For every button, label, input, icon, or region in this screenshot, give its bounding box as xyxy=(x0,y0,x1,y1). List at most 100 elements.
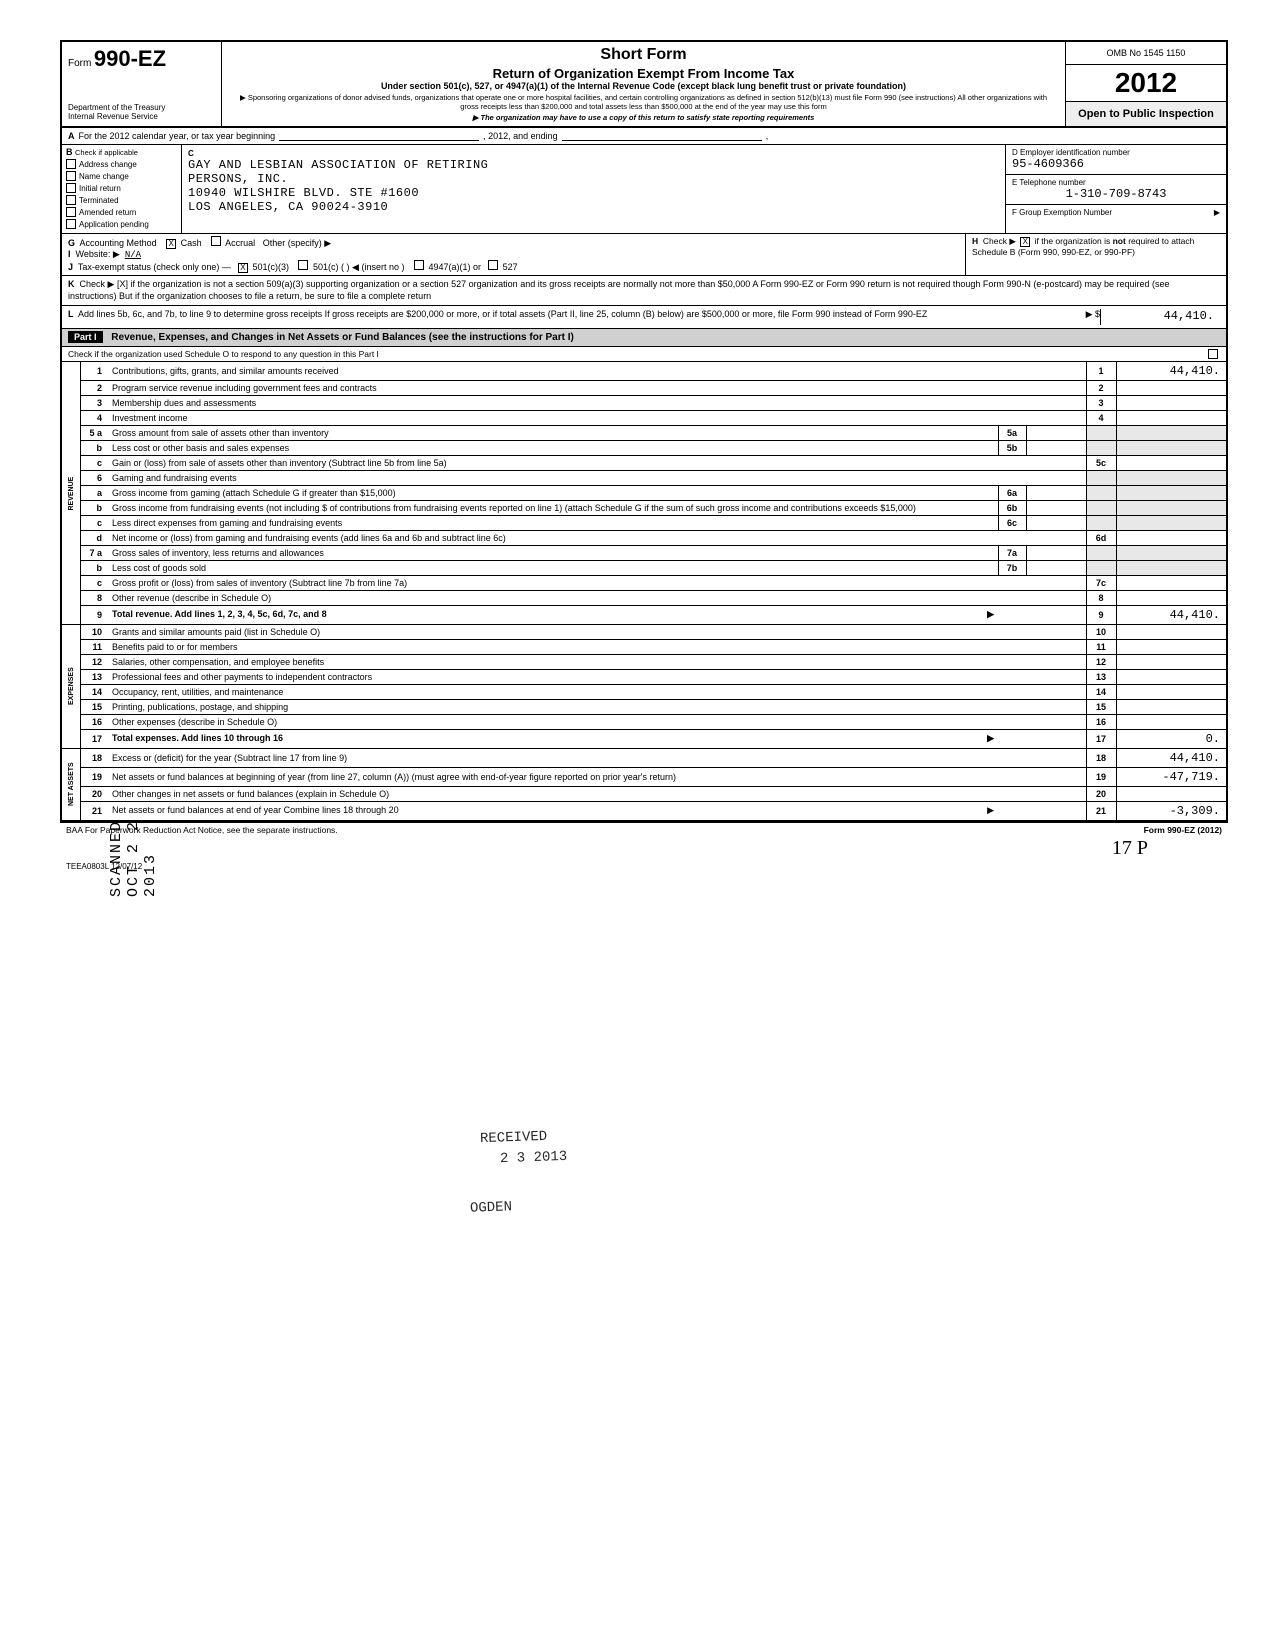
org-addr-1: 10940 WILSHIRE BLVD. STE #1600 xyxy=(188,186,999,200)
line-amount[interactable] xyxy=(1116,669,1226,684)
line-amount[interactable] xyxy=(1116,380,1226,395)
line-amount[interactable] xyxy=(1116,684,1226,699)
line-number: 4 xyxy=(80,410,108,425)
check-4947[interactable] xyxy=(414,260,424,270)
line-number: 17 xyxy=(80,729,108,748)
line-number: 16 xyxy=(80,714,108,729)
tax-year-end-field[interactable] xyxy=(562,131,762,141)
check-cash[interactable]: X xyxy=(166,239,176,249)
part-1-sub-text: Check if the organization used Schedule … xyxy=(68,349,379,359)
line-number: c xyxy=(80,515,108,530)
line-amount[interactable] xyxy=(1116,395,1226,410)
check-schedule-o[interactable] xyxy=(1208,349,1218,359)
line-number: 6 xyxy=(80,470,108,485)
label-d: D Employer identification number xyxy=(1012,148,1220,157)
label-e: E Telephone number xyxy=(1012,178,1220,187)
line-amount[interactable] xyxy=(1116,485,1226,500)
line-desc: Less cost of goods sold xyxy=(108,560,998,575)
line-amount[interactable] xyxy=(1116,654,1226,669)
tax-year: 2012 xyxy=(1066,65,1226,102)
j-text: Tax-exempt status (check only one) — xyxy=(78,262,231,272)
line-amount[interactable] xyxy=(1116,455,1226,470)
line-amount[interactable] xyxy=(1116,470,1226,485)
line-amount[interactable] xyxy=(1116,575,1226,590)
line-number: a xyxy=(80,485,108,500)
mid-amount[interactable] xyxy=(1026,440,1086,455)
check-application-pending[interactable] xyxy=(66,219,76,229)
line-amount[interactable] xyxy=(1116,560,1226,575)
mid-amount[interactable] xyxy=(1026,500,1086,515)
label-k: K xyxy=(68,279,75,289)
line-amount[interactable] xyxy=(1116,545,1226,560)
phone-value: 1-310-709-8743 xyxy=(1012,187,1220,201)
f-arrow: ▶ xyxy=(1214,208,1220,217)
line-amount[interactable] xyxy=(1116,590,1226,605)
check-h[interactable]: X xyxy=(1020,237,1030,247)
line-amount[interactable]: -3,309. xyxy=(1116,801,1226,820)
check-accrual[interactable] xyxy=(211,236,221,246)
line-number: 12 xyxy=(80,654,108,669)
right-line-number: 18 xyxy=(1086,748,1116,767)
line-desc: Total revenue. Add lines 1, 2, 3, 4, 5c,… xyxy=(108,605,998,624)
check-terminated[interactable] xyxy=(66,195,76,205)
mid-line-number: 5b xyxy=(998,440,1026,455)
check-address-change[interactable] xyxy=(66,159,76,169)
line-amount[interactable]: -47,719. xyxy=(1116,767,1226,786)
line-amount[interactable] xyxy=(1116,500,1226,515)
line-amount[interactable] xyxy=(1116,624,1226,639)
line-amount[interactable] xyxy=(1116,440,1226,455)
check-if-applicable: Check if applicable xyxy=(75,148,138,157)
line-amount[interactable]: 0. xyxy=(1116,729,1226,748)
line-number: 13 xyxy=(80,669,108,684)
lbl-name-change: Name change xyxy=(79,172,129,181)
line-number: b xyxy=(80,500,108,515)
line-amount[interactable] xyxy=(1116,786,1226,801)
check-501c3[interactable]: X xyxy=(238,263,248,273)
header-left: Form 990-EZ Department of the Treasury I… xyxy=(62,42,222,126)
l-arrow: ▶ $ xyxy=(1086,309,1100,321)
line-amount[interactable] xyxy=(1116,639,1226,654)
check-501c[interactable] xyxy=(298,260,308,270)
check-amended-return[interactable] xyxy=(66,207,76,217)
right-line-number xyxy=(1086,425,1116,440)
mid-amount[interactable] xyxy=(1026,425,1086,440)
line-desc: Salaries, other compensation, and employ… xyxy=(108,654,998,669)
line-number: 11 xyxy=(80,639,108,654)
mid-amount[interactable] xyxy=(1026,485,1086,500)
line-amount[interactable]: 44,410. xyxy=(1116,362,1226,381)
line-desc: Gross amount from sale of assets other t… xyxy=(108,425,998,440)
line-amount[interactable] xyxy=(1116,714,1226,729)
line-amount[interactable] xyxy=(1116,410,1226,425)
right-line-number: 4 xyxy=(1086,410,1116,425)
mid-amount[interactable] xyxy=(1026,515,1086,530)
lines-table: REVENUE1Contributions, gifts, grants, an… xyxy=(62,362,1226,821)
right-line-number xyxy=(1086,470,1116,485)
h-text1: Check ▶ xyxy=(983,236,1016,246)
mid-amount[interactable] xyxy=(1026,560,1086,575)
received-stamp-2: 2 3 2013 xyxy=(500,1149,568,1167)
line-amount[interactable]: 44,410. xyxy=(1116,748,1226,767)
line-amount[interactable] xyxy=(1116,530,1226,545)
lbl-insert: ) ◀ (insert no ) xyxy=(347,262,405,272)
line-number: 18 xyxy=(80,748,108,767)
line-number: 15 xyxy=(80,699,108,714)
line-number: c xyxy=(80,575,108,590)
line-amount[interactable]: 44,410. xyxy=(1116,605,1226,624)
lbl-terminated: Terminated xyxy=(79,196,119,205)
org-name-1: GAY AND LESBIAN ASSOCIATION OF RETIRING xyxy=(188,158,999,172)
footer-code: TEEA0803L 12/07/12 xyxy=(60,860,1228,873)
check-527[interactable] xyxy=(488,260,498,270)
line-amount[interactable] xyxy=(1116,699,1226,714)
line-desc: Net income or (loss) from gaming and fun… xyxy=(108,530,998,545)
right-line-number: 12 xyxy=(1086,654,1116,669)
line-desc: Program service revenue including govern… xyxy=(108,380,998,395)
line-amount[interactable] xyxy=(1116,425,1226,440)
line-amount[interactable] xyxy=(1116,515,1226,530)
line-number: 7 a xyxy=(80,545,108,560)
check-initial-return[interactable] xyxy=(66,183,76,193)
tax-year-begin-field[interactable] xyxy=(279,131,479,141)
check-name-change[interactable] xyxy=(66,171,76,181)
label-b: B xyxy=(66,147,73,157)
part-1-sub: Check if the organization used Schedule … xyxy=(62,347,1226,362)
mid-amount[interactable] xyxy=(1026,545,1086,560)
